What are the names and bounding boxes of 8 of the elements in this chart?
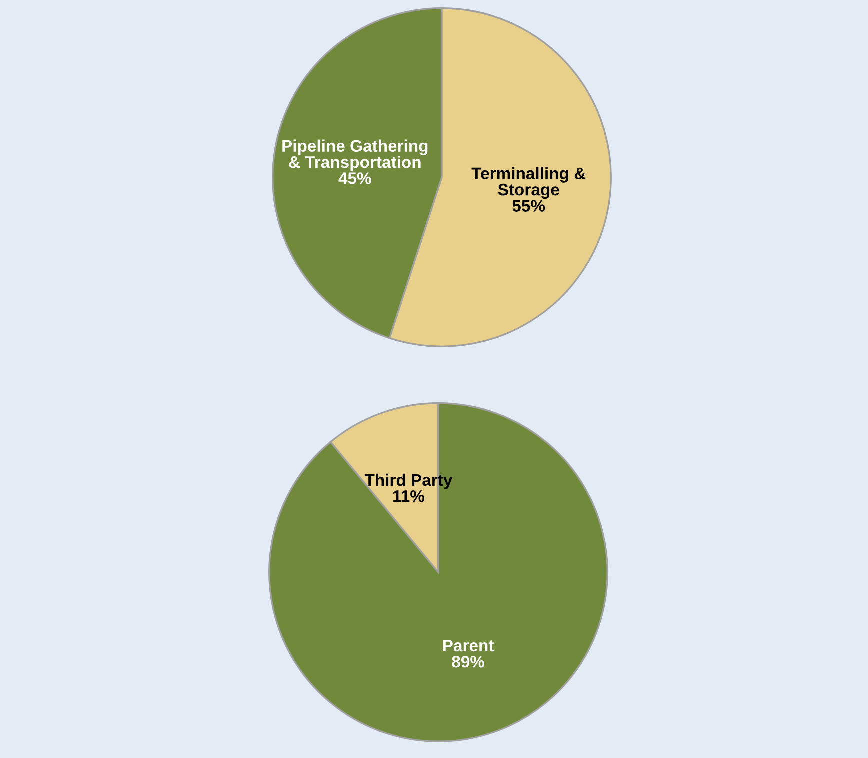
data-label: 11% [394, 490, 424, 502]
slice-label: Pipeline Gathering & Transportation [282, 140, 428, 172]
slice-label: Terminalling & Storage [472, 167, 586, 200]
data-label: 45% [338, 172, 372, 184]
data-label: 89% [452, 656, 485, 668]
data-label: 55% [512, 200, 546, 212]
slice-label: Parent [443, 640, 494, 652]
slice-label: Third Party [364, 474, 453, 490]
